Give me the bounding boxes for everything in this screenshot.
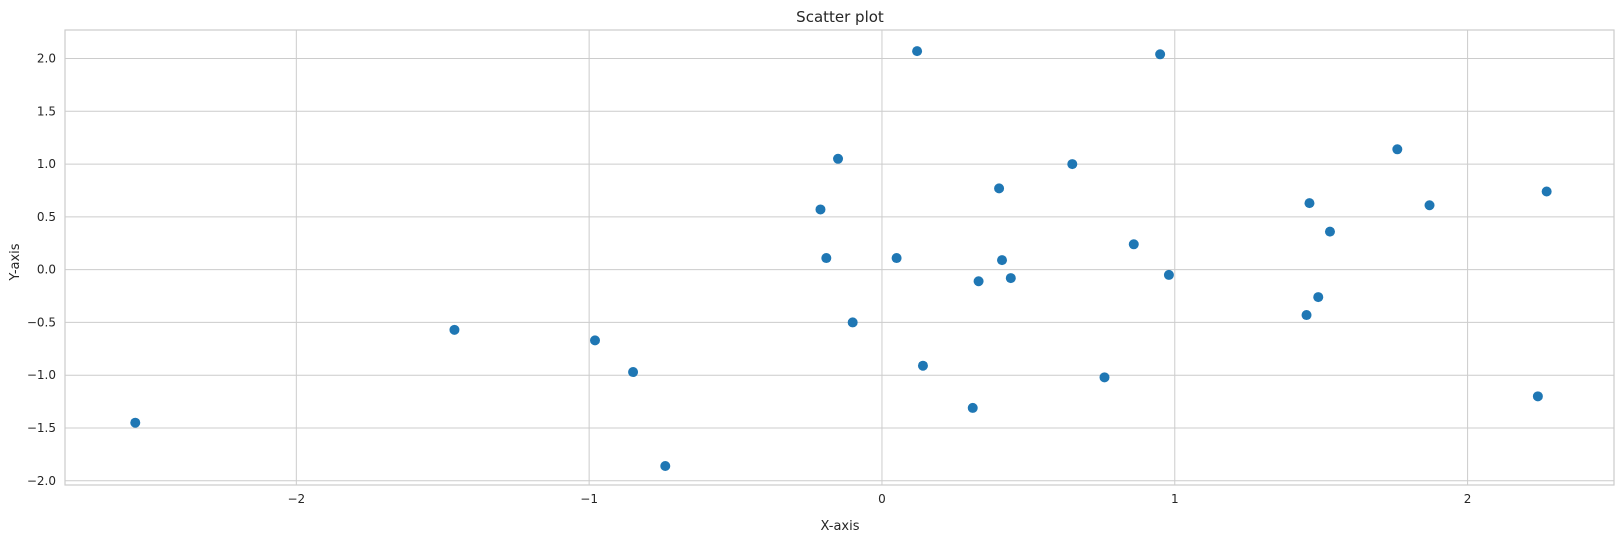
scatter-point	[1301, 310, 1312, 321]
scatter-point	[1099, 372, 1110, 383]
scatter-point	[967, 402, 978, 413]
scatter-point	[1163, 269, 1174, 280]
scatter-point	[847, 317, 858, 328]
x-tick-label: −2	[287, 492, 305, 506]
data-points	[130, 46, 1552, 471]
scatter-point	[1128, 239, 1139, 250]
scatter-point	[821, 253, 832, 264]
y-tick-label: 1.5	[37, 104, 56, 118]
scatter-point	[1155, 49, 1166, 60]
y-tick-label: −0.5	[27, 315, 56, 329]
x-tick-label: 0	[878, 492, 886, 506]
y-tick-label: 0.0	[37, 263, 56, 277]
scatter-point	[1541, 186, 1552, 197]
plot-area-frame	[64, 29, 1615, 486]
scatter-point	[1324, 226, 1335, 237]
x-tick-label: −1	[580, 492, 598, 506]
scatter-point	[997, 255, 1008, 266]
scatter-point	[1392, 144, 1403, 155]
x-tick-label: 1	[1171, 492, 1179, 506]
scatter-point	[628, 367, 639, 378]
scatter-point	[1304, 198, 1315, 209]
x-axis-label: X-axis	[821, 519, 860, 534]
x-tick-labels: −2 −1 0 1 2	[287, 492, 1471, 506]
scatter-point	[1005, 273, 1016, 284]
y-axis-label: Y-axis	[8, 243, 23, 281]
scatter-point	[1067, 159, 1078, 170]
scatter-point	[660, 460, 671, 471]
x-gridlines	[295, 30, 1469, 485]
scatter-point	[1313, 292, 1324, 303]
y-tick-label: −2.0	[27, 474, 56, 488]
scatter-point	[994, 183, 1005, 194]
y-gridlines	[65, 58, 1614, 482]
scatter-point	[1532, 391, 1543, 402]
scatter-point	[973, 276, 984, 287]
scatter-point	[589, 335, 600, 346]
scatter-point	[912, 46, 923, 57]
y-tick-label: 2.0	[37, 52, 56, 66]
scatter-point	[917, 360, 928, 371]
y-tick-label: −1.5	[27, 421, 56, 435]
scatter-point	[130, 417, 141, 428]
scatter-point	[833, 153, 844, 164]
y-tick-labels: 2.0 1.5 1.0 0.5 0.0 −0.5 −1.0 −1.5 −2.0	[27, 52, 56, 488]
scatter-point	[815, 204, 826, 215]
scatter-point	[891, 253, 902, 264]
y-tick-label: −1.0	[27, 368, 56, 382]
chart-title: Scatter plot	[796, 8, 884, 26]
x-tick-label: 2	[1464, 492, 1472, 506]
scatter-point	[1424, 200, 1435, 211]
scatter-point	[449, 324, 460, 335]
y-tick-label: 1.0	[37, 157, 56, 171]
y-tick-label: 0.5	[37, 210, 56, 224]
